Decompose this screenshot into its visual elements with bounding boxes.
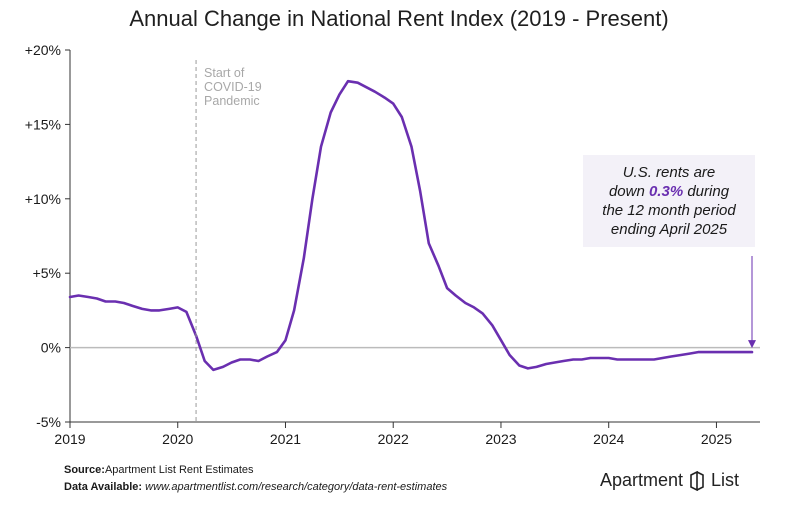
- x-tick-label: 2023: [485, 431, 516, 447]
- callout-text-part: ending April 2025: [611, 221, 728, 238]
- x-tick-label: 2022: [378, 431, 409, 447]
- data-available-label: Data Available:: [64, 481, 143, 493]
- chart-marks: [68, 79, 754, 372]
- apartment-list-logo: Apartment List: [600, 470, 739, 491]
- source-line: Source:Apartment List Rent Estimates: [64, 462, 447, 479]
- y-tick-label: +15%: [25, 116, 61, 132]
- y-tick-label: +20%: [25, 42, 61, 58]
- x-tick-label: 2019: [54, 431, 85, 447]
- logo-text-right: List: [711, 470, 740, 490]
- callout-text-line: U.S. rents are: [623, 164, 716, 181]
- data-available-line: Data Available: www.apartmentlist.com/re…: [64, 479, 447, 496]
- x-tick-label: 2025: [701, 431, 732, 447]
- source-value: Apartment List Rent Estimates: [104, 464, 254, 476]
- footer: Source:Apartment List Rent Estimates Dat…: [64, 462, 447, 496]
- callout-text-part: during: [683, 183, 730, 200]
- callout-text-line: ending April 2025: [611, 221, 728, 238]
- callout-text-part: the 12 month period: [602, 202, 736, 219]
- callout-text-part: U.S. rents are: [623, 164, 716, 181]
- x-tick-label: 2020: [162, 431, 193, 447]
- data-available-link[interactable]: www.apartmentlist.com/research/category/…: [145, 481, 448, 493]
- callout-box: [583, 155, 755, 247]
- chart-title: Annual Change in National Rent Index (20…: [129, 6, 669, 31]
- callout-text-part: down: [609, 183, 649, 200]
- source-label: Source:: [64, 464, 105, 476]
- rent-change-line: [68, 79, 754, 372]
- x-tick-label: 2024: [593, 431, 624, 447]
- logo-text-left: Apartment: [600, 470, 684, 490]
- axes: +20% +15% +10% +5% 0% -5%2019 2020 2021 2022 2023…: [25, 42, 760, 447]
- covid-label: Pandemic: [204, 94, 260, 108]
- callout-text-line: down 0.3% during: [609, 183, 730, 200]
- y-tick-label: -5%: [36, 414, 61, 430]
- covid-label: COVID-19: [204, 80, 262, 94]
- logo-mark-icon: [690, 470, 704, 491]
- y-tick-label: +5%: [33, 265, 61, 281]
- callout-text-line: the 12 month period: [602, 202, 736, 219]
- covid-label: Start of: [204, 66, 245, 80]
- y-tick-label: +10%: [25, 191, 61, 207]
- y-tick-label: 0%: [41, 340, 61, 356]
- callout-arrow-head: [748, 340, 756, 349]
- x-tick-label: 2021: [270, 431, 301, 447]
- callout-highlight-value: 0.3%: [649, 183, 683, 200]
